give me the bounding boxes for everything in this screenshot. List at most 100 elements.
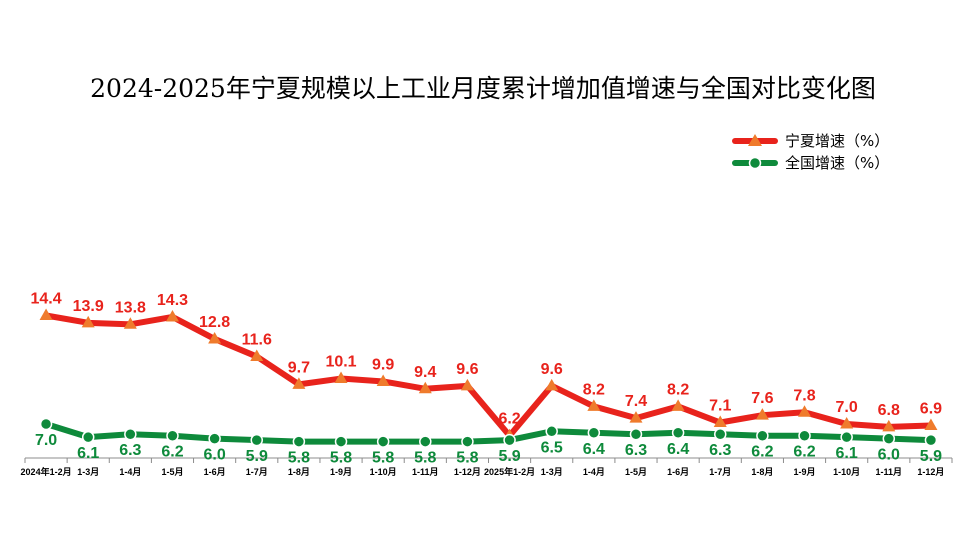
national-data-label: 5.8 — [288, 450, 310, 467]
ningxia-data-label: 9.7 — [288, 359, 310, 376]
ningxia-point — [882, 419, 896, 432]
national-point — [840, 430, 853, 444]
national-point — [587, 426, 601, 440]
national-data-label: 6.5 — [541, 439, 563, 456]
ningxia-point — [292, 377, 306, 389]
ningxia-data-label: 6.9 — [920, 400, 942, 417]
ningxia-data-label: 13.9 — [73, 298, 104, 315]
ningxia-data-label: 12.8 — [199, 314, 230, 331]
national-data-label: 6.1 — [77, 445, 99, 462]
national-data-label: 5.9 — [920, 448, 942, 465]
x-tick-label: 1-9月 — [794, 467, 816, 477]
national-point — [882, 432, 896, 445]
ningxia-point — [671, 399, 685, 411]
national-point — [166, 429, 179, 442]
national-point — [334, 435, 348, 448]
ningxia-data-label: 7.4 — [625, 393, 647, 410]
ningxia-data-label: 14.3 — [157, 292, 188, 309]
x-axis-ticks — [24, 458, 953, 463]
national-data-label: 6.3 — [119, 442, 141, 459]
series-markers — [39, 308, 938, 448]
national-data-label: 6.2 — [793, 444, 815, 461]
national-point — [124, 427, 137, 441]
x-tick-label: 1-7月 — [246, 467, 268, 477]
x-tick-label: 1-3月 — [541, 467, 563, 477]
ningxia-point — [755, 408, 769, 420]
national-data-label: 7.0 — [35, 432, 57, 449]
x-axis-tick-labels: 2024年1-2月 1-3月 1-4月 1-5月 1-6月 1-7月 1-8月 1-9月 1-1… — [21, 466, 945, 477]
ningxia-data-label: 6.2 — [498, 411, 520, 428]
legend-item-ningxia: 宁夏增速（%） — [732, 132, 889, 150]
legend-marker-ningxia — [748, 134, 762, 146]
legend-label-national: 全国增速（%） — [785, 154, 889, 172]
national-data-label: 6.3 — [709, 442, 731, 459]
ningxia-point — [208, 331, 222, 344]
national-data-label: 6.4 — [583, 441, 605, 458]
legend-label-ningxia: 宁夏增速（%） — [785, 132, 889, 150]
ningxia-data-label: 14.4 — [30, 290, 61, 307]
national-data-label: 6.4 — [667, 441, 689, 458]
ningxia-point — [460, 378, 474, 391]
ningxia-data-label: 8.2 — [667, 381, 689, 398]
national-data-label: 6.1 — [836, 445, 858, 462]
national-data-label: 5.8 — [414, 450, 436, 467]
national-point — [798, 429, 811, 442]
national-data-label: 6.3 — [625, 442, 647, 459]
national-point — [250, 433, 263, 447]
x-tick-label: 2025年1-2月 — [484, 466, 535, 477]
ningxia-data-label: 7.0 — [836, 399, 858, 416]
national-point — [629, 427, 643, 441]
x-tick-label: 1-7月 — [709, 467, 731, 477]
ningxia-point — [629, 411, 643, 423]
ningxia-data-label: 9.9 — [372, 356, 394, 373]
national-point — [924, 433, 938, 447]
series-line-ningxia — [43, 312, 934, 439]
x-tick-label: 1-6月 — [204, 467, 226, 477]
x-tick-label: 1-12月 — [917, 467, 944, 477]
ningxia-data-label: 7.1 — [709, 398, 731, 415]
national-data-label: 5.8 — [372, 450, 394, 467]
chart-title: 2024-2025年宁夏规模以上工业月度累计增加值增速与全国对比变化图 — [90, 74, 876, 103]
x-tick-label: 1-11月 — [412, 467, 439, 477]
national-point — [461, 435, 474, 448]
series-lines — [43, 312, 934, 445]
ningxia-data-label: 9.6 — [456, 361, 478, 378]
ningxia-point — [165, 309, 179, 322]
ningxia-data-label: 11.6 — [242, 332, 272, 349]
series-line-national — [43, 420, 934, 445]
x-tick-label: 1-10月 — [370, 467, 397, 477]
national-data-label: 6.0 — [203, 447, 225, 464]
national-data-label: 5.8 — [330, 450, 352, 467]
ningxia-point — [334, 371, 348, 384]
ningxia-point — [587, 399, 601, 411]
national-point — [756, 429, 769, 442]
x-tick-label: 1-6月 — [667, 467, 689, 477]
x-tick-label: 1-10月 — [833, 467, 860, 477]
national-data-label: 6.2 — [161, 444, 183, 461]
x-tick-label: 1-3月 — [77, 467, 99, 477]
legend-item-national: 全国增速（%） — [732, 154, 889, 172]
national-point — [671, 426, 685, 440]
x-tick-label: 1-5月 — [625, 467, 647, 477]
ningxia-data-label: 9.6 — [541, 361, 563, 378]
ningxia-data-label: 7.8 — [793, 387, 815, 404]
ningxia-point — [81, 315, 95, 328]
ningxia-data-label: 9.4 — [414, 364, 436, 381]
ningxia-point — [376, 374, 390, 386]
x-tick-label: 1-5月 — [161, 467, 183, 477]
legend: 宁夏增速（%） 全国增速（%） — [732, 132, 889, 172]
ningxia-point — [418, 381, 432, 394]
ningxia-point — [713, 415, 727, 428]
legend-marker-national — [748, 156, 762, 170]
ningxia-data-label: 10.1 — [325, 354, 356, 371]
national-point — [376, 435, 390, 448]
ningxia-point — [250, 349, 264, 362]
national-point — [714, 427, 727, 441]
national-data-label: 5.9 — [498, 448, 520, 465]
ningxia-data-label: 8.2 — [583, 381, 605, 398]
x-tick-label: 1-4月 — [583, 467, 605, 477]
national-point — [81, 430, 95, 444]
x-tick-label: 1-8月 — [751, 467, 773, 477]
x-tick-label: 2024年1-2月 — [21, 466, 72, 477]
